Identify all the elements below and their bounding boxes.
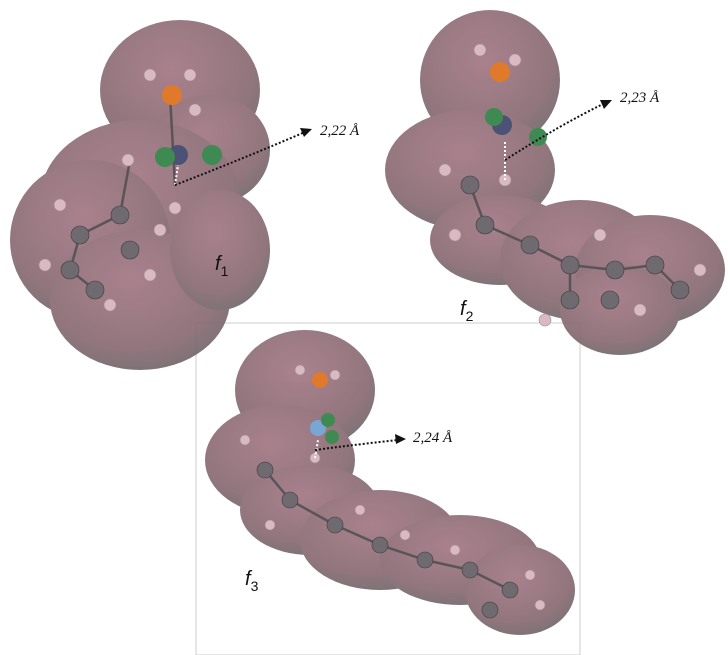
surface-f1 xyxy=(10,20,270,370)
label-subscript: 2 xyxy=(466,308,474,324)
arrow-head xyxy=(600,100,612,109)
label-subscript: 3 xyxy=(251,578,259,594)
distance-label: 2,24 Å xyxy=(413,430,453,446)
distance-label: 2,22 Å xyxy=(320,123,360,139)
surface-f2 xyxy=(385,10,725,355)
label-subscript: 1 xyxy=(221,263,229,279)
distance-label: 2,23 Å xyxy=(620,90,660,106)
panel-label: f2 xyxy=(460,298,474,324)
figure: 2,22 Å f1 2,23 Å f2 xyxy=(0,0,728,655)
